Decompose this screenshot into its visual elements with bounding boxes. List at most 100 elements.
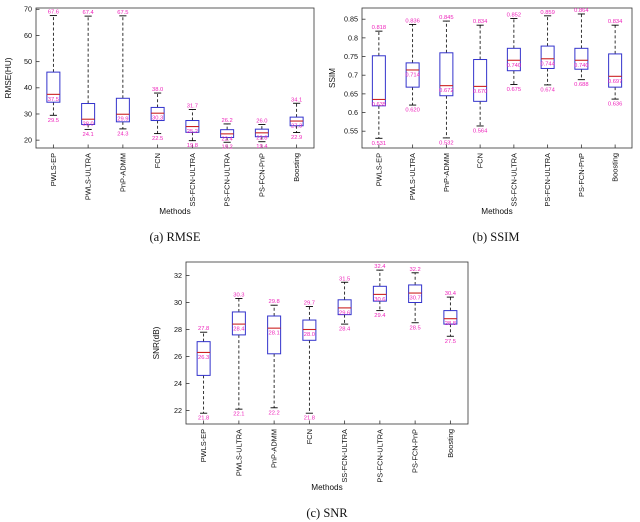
low-value-label: 21.8 [198,416,209,422]
low-value-label: 22.9 [291,135,302,141]
iqr-box [231,311,246,336]
high-value-label: 26.2 [221,118,232,124]
iqr-box [405,62,420,88]
box-group-PnP-ADMM: 67.5 29.9 24.3 PnP-ADMM [115,10,130,192]
iqr-box [574,47,589,70]
box-group-PWLS-EP: 67.6 37.5 29.5 PWLS-EP [46,10,61,186]
low-value-label: 24.1 [82,132,93,138]
x-tick-label: PWLS-ULTRA [84,153,93,200]
low-value-label: 22.2 [268,410,279,416]
x-tick-label: SS-FCN-ULTRA [188,153,197,207]
x-axis-label: Methods [159,207,190,216]
y-tick-label: 20 [24,136,32,145]
x-tick-label: PWLS-ULTRA [234,429,243,476]
plot-frame [185,261,469,425]
x-tick-label: SS-FCN-ULTRA [509,153,518,207]
high-value-label: 67.5 [117,10,128,16]
iqr-box [302,319,317,341]
low-value-label: 29.4 [374,313,386,319]
median-value-label: 25.2 [187,129,198,135]
iqr-box [196,341,211,376]
median-value-label: 0.714 [405,72,420,78]
iqr-box [473,59,488,102]
box-group-PWLS-EP: 0.818 0.635 0.531 PWLS-EP [372,25,387,186]
box-group-PS-FCN-PnP: 0.864 0.740 0.688 PS-FCN-PnP [574,8,589,197]
median-value-label: 30.6 [374,297,385,303]
median-value-label: 28.4 [233,327,245,333]
box-group-PnP-ADMM: 29.8 28.1 22.2 PnP-ADMM [267,299,282,468]
high-value-label: 0.818 [372,25,387,31]
chart-ssim-panel: 0.55 0.6 0.65 0.7 0.75 0.8 0.85 SSIM 0.818 0.635 0… [324,0,640,245]
x-tick-label: FCN [476,153,485,168]
rmse-boxplot: 203040506070RMSE(HU)67.637.529.5PWLS-EP6… [4,5,315,216]
iqr-box [81,103,96,125]
box-group-SS-FCN-ULTRA: 0.852 0.740 0.675 SS-FCN-ULTRA [507,12,522,206]
median-value-label: 26.3 [198,355,209,361]
high-value-label: 0.852 [507,12,522,18]
y-tick-label: 0.65 [344,89,358,98]
box-group-Boosting: 30.4 28.8 27.5 Boosting [443,291,458,458]
y-tick-label: 0.75 [344,52,358,61]
high-value-label: 0.834 [473,19,488,25]
y-tick-label: 40 [24,83,32,92]
low-value-label: 19.4 [256,144,268,150]
plot-frame [361,7,633,149]
x-tick-label: PWLS-EP [199,429,208,462]
low-value-label: 0.688 [574,82,589,88]
high-value-label: 30.3 [233,292,244,298]
y-tick-label: 0.85 [344,15,358,24]
x-tick-label: Boosting [446,429,455,458]
high-value-label: 31.5 [339,276,350,282]
x-tick-label: Boosting [292,153,301,182]
median-value-label: 29.6 [339,310,350,316]
low-value-label: 28.5 [409,325,420,331]
y-tick-label: 0.55 [344,127,358,136]
low-value-label: 0.675 [507,87,522,93]
iqr-box [443,310,458,325]
low-value-label: 27.5 [445,339,456,345]
low-value-label: 0.531 [372,141,387,147]
y-tick-label: 50 [24,57,32,66]
low-value-label: 29.5 [48,118,59,124]
high-value-label: 31.7 [187,104,198,110]
y-tick-label: 70 [24,5,32,14]
y-tick-label: 0.6 [348,108,358,117]
snr-boxplot: 22 24 26 28 30 32 SNR(dB) 27.8 26.3 21.8 PWLS-EP 30… [152,261,469,492]
iqr-box [608,53,623,88]
median-value-label: 0.740 [507,63,522,69]
median-value-label: 28.8 [445,321,456,327]
y-tick-label: 24 [174,379,182,388]
median-value-label: 22.8 [256,135,267,141]
iqr-box [439,52,454,97]
high-value-label: 67.6 [48,10,59,16]
high-value-label: 0.859 [540,10,555,16]
iqr-box [371,55,386,107]
iqr-box [115,97,130,123]
y-tick-label: 0.8 [348,33,358,42]
median-value-label: 0.635 [372,102,387,108]
y-tick-label: 22 [174,406,182,415]
x-tick-label: PS-FCN-ULTRA [375,429,384,483]
y-tick-label: 0.7 [348,71,358,80]
median-value-label: 28.0 [82,122,93,128]
high-value-label: 29.7 [304,301,315,307]
box-group-PS-FCN-PnP: 32.2 30.7 28.5 PS-FCN-PnP [408,267,423,473]
y-tick-label: 26 [174,352,182,361]
x-tick-label: SS-FCN-ULTRA [340,429,349,483]
high-value-label: 32.2 [409,267,420,273]
x-tick-label: Boosting [611,153,620,182]
high-value-label: 29.8 [268,299,279,305]
iqr-box [506,47,521,72]
x-tick-label: PS-FCN-PnP [577,153,586,197]
x-tick-label: PnP-ADMM [118,153,127,192]
high-value-label: 30.4 [445,291,457,297]
high-value-label: 0.864 [574,8,589,14]
box-group-PWLS-EP: 27.8 26.3 21.8 PWLS-EP [196,326,211,462]
iqr-box [150,106,165,122]
x-tick-label: FCN [153,153,162,168]
iqr-box [540,45,555,69]
caption-ssim: (b) SSIM [472,230,520,244]
low-value-label: 0.620 [405,108,420,114]
high-value-label: 67.4 [82,10,94,16]
